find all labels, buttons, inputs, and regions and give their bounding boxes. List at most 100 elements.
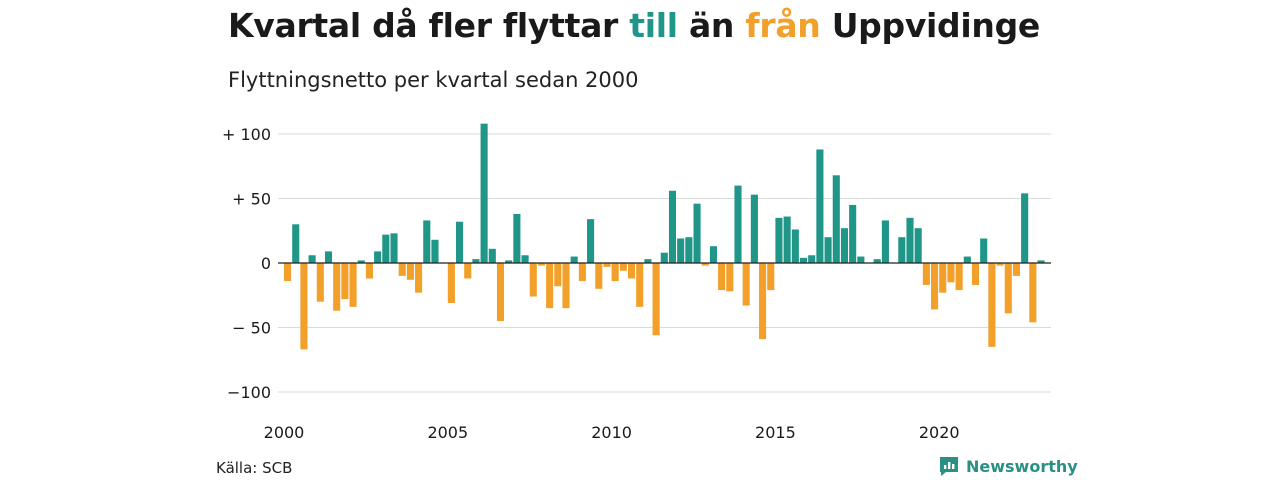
bar — [873, 259, 881, 263]
bar — [529, 263, 537, 297]
bar — [316, 263, 324, 302]
bar — [914, 228, 922, 263]
bar — [398, 263, 406, 276]
bar — [971, 263, 980, 285]
bar — [660, 252, 668, 263]
bar — [701, 263, 709, 266]
bar — [996, 263, 1004, 266]
bar — [333, 263, 341, 311]
source-note: Källa: SCB — [216, 459, 293, 477]
bar — [390, 233, 398, 263]
title-part-3: Uppvidinge — [820, 6, 1041, 45]
bar — [824, 237, 832, 263]
bar — [742, 263, 750, 306]
bar — [750, 194, 758, 263]
bar — [849, 204, 857, 263]
y-tick-label: −100 — [227, 383, 271, 402]
bar — [963, 256, 971, 263]
bar — [292, 224, 300, 263]
brand-name: Newsworthy — [966, 456, 1078, 476]
title-part-2: än — [677, 6, 746, 45]
bar — [955, 263, 963, 291]
y-tick-label: − 50 — [232, 319, 271, 338]
bar — [423, 220, 431, 263]
bar — [931, 263, 939, 310]
bar — [627, 263, 636, 279]
x-tick-label: 2005 — [427, 423, 468, 442]
bar — [382, 234, 390, 263]
newsworthy-logo-icon — [940, 457, 958, 476]
chart-subtitle: Flyttningsnetto per kvartal sedan 2000 — [228, 68, 639, 92]
bar — [832, 175, 840, 263]
bar — [668, 190, 677, 263]
bar — [619, 263, 627, 271]
bar — [480, 123, 488, 264]
bar — [1012, 263, 1021, 276]
bar — [791, 229, 799, 263]
x-tick-label: 2000 — [264, 423, 305, 442]
bar — [603, 263, 611, 267]
bar — [562, 263, 570, 309]
x-tick-label: 2010 — [591, 423, 632, 442]
bar — [636, 263, 644, 307]
bar — [308, 255, 316, 263]
y-tick-label: + 100 — [222, 125, 271, 144]
bar — [652, 263, 660, 336]
bar — [759, 263, 767, 340]
bar — [685, 237, 693, 263]
bar — [554, 263, 562, 287]
bar — [922, 263, 930, 285]
bar — [939, 263, 947, 293]
y-tick-label: 0 — [261, 254, 271, 273]
bar — [349, 263, 357, 307]
bars — [284, 123, 1045, 350]
bar — [505, 260, 513, 263]
bar — [709, 246, 717, 263]
bar — [464, 263, 472, 279]
bar — [775, 217, 783, 263]
axes: + 100 + 50 0 − 50 −100 2000 2005 2010 2015 2020 — [222, 125, 1051, 442]
bar — [406, 263, 414, 280]
bar — [677, 238, 685, 263]
bar — [365, 263, 373, 279]
bar — [496, 263, 505, 322]
bar — [324, 251, 333, 263]
bar — [898, 237, 906, 263]
bar — [570, 256, 578, 263]
bar — [284, 263, 292, 282]
bar — [816, 149, 824, 263]
bar — [513, 213, 521, 263]
bar — [587, 219, 595, 263]
bar — [472, 259, 480, 263]
bar — [799, 257, 808, 263]
bar — [988, 263, 996, 347]
bar — [881, 220, 889, 263]
bar — [726, 263, 734, 292]
bar — [521, 255, 529, 263]
bar — [980, 238, 988, 263]
bar — [1029, 263, 1037, 323]
bar — [537, 263, 545, 266]
bar — [1037, 260, 1045, 263]
bar — [300, 263, 308, 350]
bar — [415, 263, 423, 293]
bar — [783, 216, 791, 263]
bar — [488, 248, 496, 263]
bar — [808, 255, 816, 263]
bar — [947, 263, 955, 283]
brand-logo: Newsworthy — [938, 455, 1078, 477]
bar — [578, 263, 586, 282]
bar — [595, 263, 603, 289]
bar — [840, 228, 849, 263]
bar — [447, 263, 455, 303]
bar — [1004, 263, 1012, 314]
title-in-word: till — [629, 6, 678, 45]
bar — [644, 259, 652, 263]
x-tick-label: 2020 — [919, 423, 960, 442]
bar — [718, 263, 726, 291]
bar — [693, 203, 701, 263]
bar — [734, 185, 742, 263]
title-out-word: från — [745, 6, 821, 45]
bar — [1021, 193, 1029, 263]
